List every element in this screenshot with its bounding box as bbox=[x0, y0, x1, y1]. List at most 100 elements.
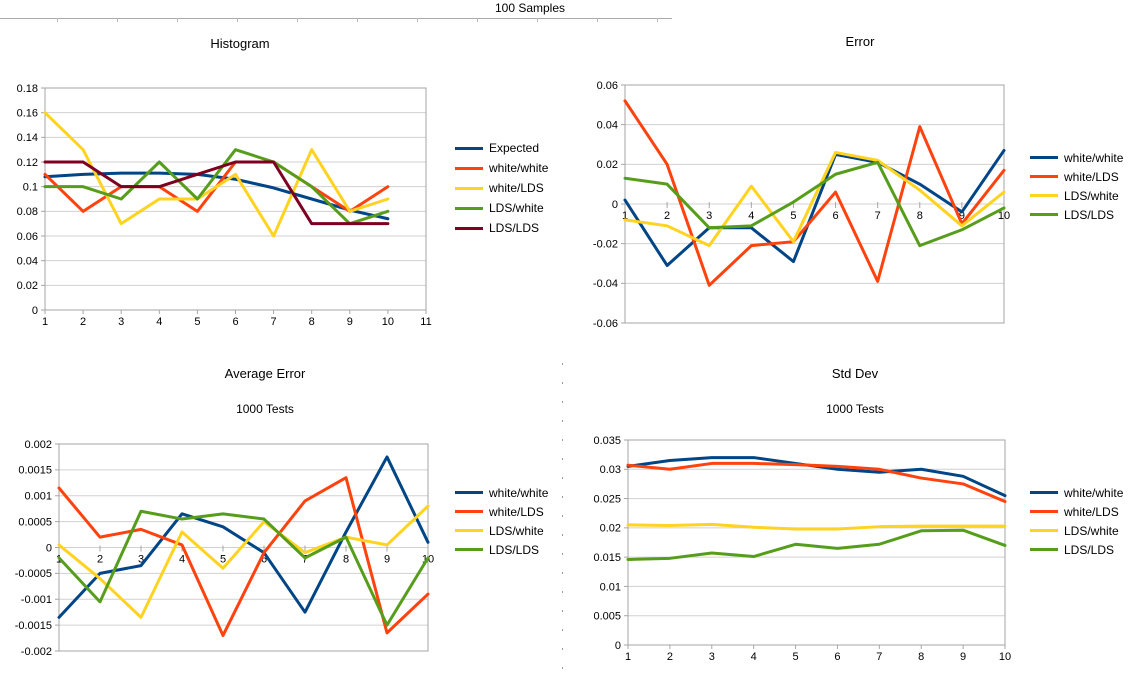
chart-average-error[interactable]: Average Error 1000 Tests 0.002 0.0015 0.00… bbox=[0, 356, 565, 676]
legend-line-swatch bbox=[1030, 548, 1058, 551]
svg-text:3: 3 bbox=[706, 210, 712, 222]
svg-text:0.1: 0.1 bbox=[23, 182, 38, 194]
chart-plot: 0.002 0.0015 0.001 0.0005 0 -0.0005 -0.001 -0.0… bbox=[15, 439, 434, 658]
svg-text:7: 7 bbox=[875, 210, 881, 222]
sheet-column-ticks bbox=[57, 18, 661, 22]
svg-text:0.18: 0.18 bbox=[17, 83, 38, 95]
legend-item-lds-white: LDS/white bbox=[455, 198, 548, 218]
svg-text:10: 10 bbox=[998, 210, 1010, 222]
legend-label: LDS/white bbox=[489, 201, 544, 215]
legend-item-white-white: white/white bbox=[455, 158, 548, 178]
legend-label: Expected bbox=[489, 141, 540, 155]
legend-label: white/white bbox=[1064, 485, 1124, 500]
legend-label: LDS/white bbox=[1064, 188, 1119, 203]
svg-text:-0.0005: -0.0005 bbox=[15, 568, 52, 580]
legend-label: LDS/white bbox=[489, 523, 544, 538]
legend-line-swatch bbox=[455, 491, 483, 494]
legend-item-lds-lds: LDS/LDS bbox=[1030, 540, 1123, 559]
svg-text:4: 4 bbox=[156, 316, 162, 328]
chart-histogram[interactable]: Histogram 0.18 0.16 0.14 0.12 0.1 0.08 0.06 0.0… bbox=[0, 26, 565, 356]
svg-text:11: 11 bbox=[420, 316, 431, 328]
svg-text:10: 10 bbox=[382, 316, 394, 328]
svg-text:0.005: 0.005 bbox=[593, 611, 621, 623]
chart-title: Error bbox=[845, 34, 875, 49]
chart-plot: 0.06 0.04 0.02 0 -0.02 -0.04 -0.06 1 2 3 4 5 6 7 8 9 10 bbox=[593, 80, 1010, 330]
legend-item-lds-lds: LDS/LDS bbox=[1030, 205, 1123, 224]
legend-label: white/LDS bbox=[489, 504, 544, 519]
svg-text:0.04: 0.04 bbox=[597, 120, 618, 132]
legend-item-white-lds: white/LDS bbox=[455, 502, 548, 521]
svg-text:5: 5 bbox=[792, 651, 798, 663]
svg-text:2: 2 bbox=[664, 210, 670, 222]
svg-text:-0.001: -0.001 bbox=[21, 594, 52, 606]
svg-text:6: 6 bbox=[232, 316, 238, 328]
svg-text:4: 4 bbox=[751, 651, 757, 663]
svg-text:7: 7 bbox=[271, 316, 277, 328]
svg-text:2: 2 bbox=[97, 554, 103, 566]
svg-text:7: 7 bbox=[302, 554, 308, 566]
legend-label: white/LDS bbox=[1064, 504, 1119, 519]
chart-legend: white/white white/LDS LDS/white LDS/LDS bbox=[1030, 148, 1123, 224]
svg-text:1: 1 bbox=[622, 210, 628, 222]
svg-text:0.035: 0.035 bbox=[593, 435, 621, 447]
chart-legend: Expected white/white white/LDS LDS/white LDS… bbox=[455, 138, 548, 238]
chart-error[interactable]: Error 0.06 0.04 0.02 0 -0.02 -0.04 -0.06 1 2 3 4 5 6… bbox=[565, 26, 1129, 356]
legend-item-expected: Expected bbox=[455, 138, 548, 158]
svg-text:6: 6 bbox=[834, 651, 840, 663]
legend-line-swatch bbox=[455, 186, 483, 190]
legend-item-lds-lds: LDS/LDS bbox=[455, 540, 548, 559]
legend-line-swatch bbox=[1030, 529, 1058, 532]
legend-item-white-lds: white/LDS bbox=[1030, 167, 1123, 186]
svg-text:0.06: 0.06 bbox=[597, 80, 618, 92]
chart-title: Histogram bbox=[210, 36, 270, 51]
svg-text:-0.04: -0.04 bbox=[593, 278, 618, 290]
legend-line-swatch bbox=[455, 166, 483, 170]
chart-plot: 0.18 0.16 0.14 0.12 0.1 0.08 0.06 0.04 0.02 01 2 3 4… bbox=[17, 83, 432, 328]
legend-line-swatch bbox=[455, 529, 483, 532]
legend-item-white-white: white/white bbox=[1030, 483, 1123, 502]
svg-text:0.025: 0.025 bbox=[593, 493, 621, 505]
svg-text:4: 4 bbox=[179, 554, 185, 566]
svg-text:9: 9 bbox=[960, 651, 966, 663]
svg-text:8: 8 bbox=[917, 210, 923, 222]
legend-item-lds-white: LDS/white bbox=[1030, 186, 1123, 205]
page-break-line bbox=[562, 363, 563, 676]
svg-text:6: 6 bbox=[832, 210, 838, 222]
svg-text:2: 2 bbox=[667, 651, 673, 663]
chart-std-dev[interactable]: Std Dev 1000 Tests 0.035 0.03 0.025 0.02 0.0… bbox=[565, 356, 1129, 676]
svg-text:0: 0 bbox=[612, 199, 618, 211]
chart-title: Std Dev bbox=[831, 366, 879, 381]
svg-text:0.0005: 0.0005 bbox=[18, 516, 52, 528]
svg-text:0: 0 bbox=[32, 305, 38, 317]
svg-text:0.04: 0.04 bbox=[17, 256, 38, 268]
sheet-top-title: 100 Samples bbox=[494, 1, 566, 15]
legend-line-swatch bbox=[455, 510, 483, 513]
svg-text:0.06: 0.06 bbox=[17, 231, 38, 243]
svg-text:8: 8 bbox=[918, 651, 924, 663]
chart-legend: white/white white/LDS LDS/white LDS/LDS bbox=[455, 483, 548, 559]
svg-text:0.08: 0.08 bbox=[17, 206, 38, 218]
svg-text:8: 8 bbox=[309, 316, 315, 328]
svg-text:0.16: 0.16 bbox=[17, 108, 38, 120]
svg-text:0.002: 0.002 bbox=[24, 439, 52, 451]
legend-label: white/LDS bbox=[489, 181, 544, 195]
svg-text:0: 0 bbox=[46, 542, 52, 554]
svg-text:0.02: 0.02 bbox=[17, 280, 38, 292]
svg-text:1: 1 bbox=[625, 651, 631, 663]
svg-text:5: 5 bbox=[790, 210, 796, 222]
legend-item-lds-white: LDS/white bbox=[1030, 521, 1123, 540]
legend-line-swatch bbox=[1030, 175, 1058, 178]
legend-item-lds-lds: LDS/LDS bbox=[455, 218, 548, 238]
svg-text:-0.0015: -0.0015 bbox=[15, 620, 52, 632]
svg-text:0.02: 0.02 bbox=[600, 523, 621, 535]
svg-text:3: 3 bbox=[138, 554, 144, 566]
svg-text:9: 9 bbox=[347, 316, 353, 328]
legend-line-swatch bbox=[455, 226, 483, 230]
svg-text:0.03: 0.03 bbox=[600, 464, 621, 476]
chart-title: Average Error bbox=[224, 366, 306, 381]
svg-text:-0.06: -0.06 bbox=[593, 318, 618, 330]
svg-text:5: 5 bbox=[220, 554, 226, 566]
svg-text:6: 6 bbox=[261, 554, 267, 566]
legend-item-white-white: white/white bbox=[1030, 148, 1123, 167]
